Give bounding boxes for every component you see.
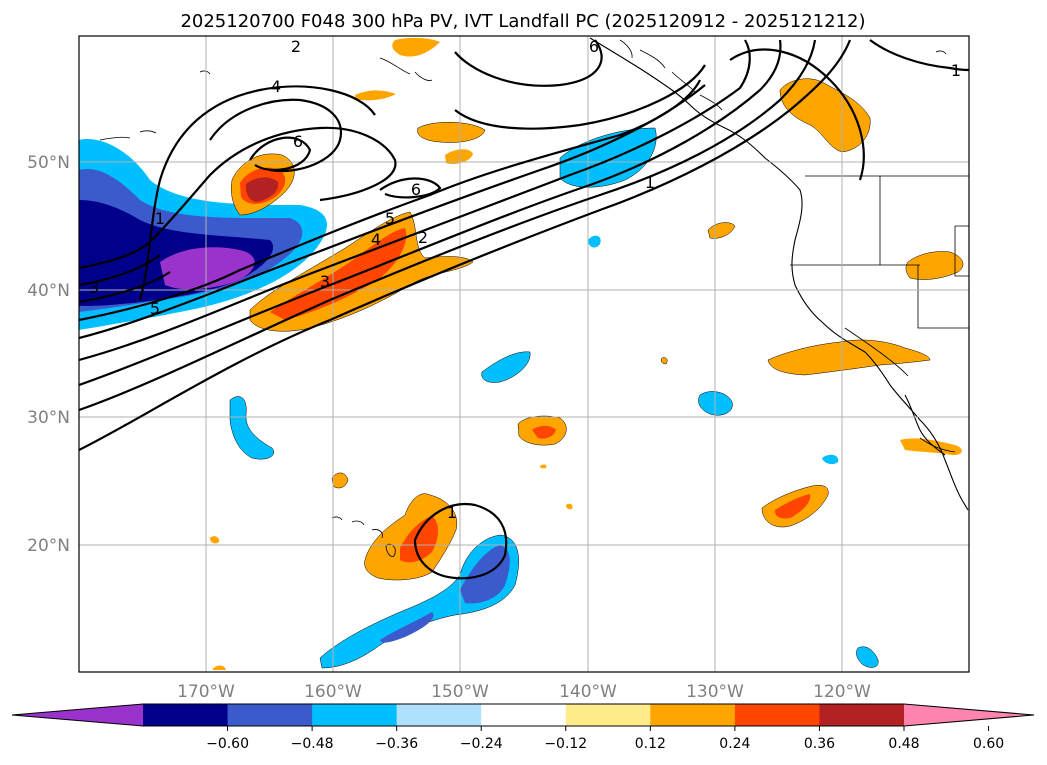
contour-label: 1 xyxy=(645,173,655,192)
longitude-labels: 170°W 160°W 150°W 140°W 130°W 120°W xyxy=(177,682,871,702)
colorbar-segment xyxy=(143,704,229,726)
contour-label: 6 xyxy=(589,37,599,56)
contour-labels: 6 6 6 4 2 1 1 5 4 3 2 1 3 5 1 xyxy=(89,37,961,522)
contour-label: 3 xyxy=(89,278,99,297)
colorbar-segment xyxy=(396,704,482,726)
contour-label: 6 xyxy=(293,132,303,151)
colorbar-tick-label: −0.60 xyxy=(206,736,249,752)
colorbar-outline xyxy=(11,703,1035,727)
contour-label: 1 xyxy=(155,209,165,228)
negative-ivt-west xyxy=(79,139,327,330)
state-borders xyxy=(790,175,969,453)
lat-label: 30°N xyxy=(27,408,70,428)
colorbar-tick-label: −0.24 xyxy=(460,736,503,752)
contour-label: 6 xyxy=(411,180,421,199)
colorbar-extend-min xyxy=(12,704,143,726)
contour-label: 5 xyxy=(385,209,395,228)
colorbar-segment xyxy=(312,704,398,726)
contour-label: 4 xyxy=(371,230,381,249)
negative-ivt-central xyxy=(229,127,879,668)
colorbar-segment xyxy=(734,704,820,726)
colorbar-tick-label: 0.60 xyxy=(973,736,1004,752)
contour-label: 1 xyxy=(447,503,457,522)
colorbar-tick-label: 0.24 xyxy=(719,736,750,752)
lon-label: 120°W xyxy=(813,682,871,702)
contour-label: 4 xyxy=(271,77,281,96)
map-panel: 6 6 6 4 2 1 1 5 4 3 2 1 3 5 1 xyxy=(79,36,969,672)
colorbar-tick-label: −0.48 xyxy=(291,736,334,752)
contour-label: 1 xyxy=(951,61,961,80)
lat-label: 20°N xyxy=(27,536,70,556)
contour-label: 2 xyxy=(291,37,301,56)
figure-title: 2025120700 F048 300 hPa PV, IVT Landfall… xyxy=(180,11,865,32)
contour-label: 2 xyxy=(418,228,428,247)
positive-ivt-coast xyxy=(660,78,964,528)
map-frame xyxy=(78,35,970,673)
lon-label: 150°W xyxy=(431,682,489,702)
colorbar-tick-label: 0.48 xyxy=(888,736,919,752)
lon-label: 160°W xyxy=(304,682,362,702)
contour-label: 5 xyxy=(150,299,160,318)
gridlines xyxy=(79,36,969,672)
lon-label: 140°W xyxy=(559,682,617,702)
contour-label: 3 xyxy=(320,272,330,291)
colorbar-segment xyxy=(565,704,651,726)
lat-label: 50°N xyxy=(27,153,70,173)
coastline-north-america xyxy=(589,37,969,511)
colorbar: −0.60 −0.48 −0.36 −0.24 −0.12 0.12 0.24 0.36 0.4… xyxy=(11,703,1035,752)
colorbar-segment xyxy=(819,704,905,726)
colorbar-segment xyxy=(481,704,567,726)
lat-label: 40°N xyxy=(27,281,70,301)
colorbar-tick-label: 0.12 xyxy=(635,736,666,752)
colorbar-tick-label: 0.36 xyxy=(804,736,835,752)
colorbar-extend-max xyxy=(904,704,1034,726)
colorbar-segment xyxy=(227,704,313,726)
colorbar-tick-label: −0.12 xyxy=(544,736,587,752)
lon-label: 170°W xyxy=(177,682,235,702)
latitude-labels: 20°N 30°N 40°N 50°N xyxy=(27,153,70,556)
lon-label: 130°W xyxy=(686,682,744,702)
colorbar-segment xyxy=(650,704,736,726)
pv-contours xyxy=(79,39,969,580)
colorbar-tick-label: −0.36 xyxy=(375,736,418,752)
